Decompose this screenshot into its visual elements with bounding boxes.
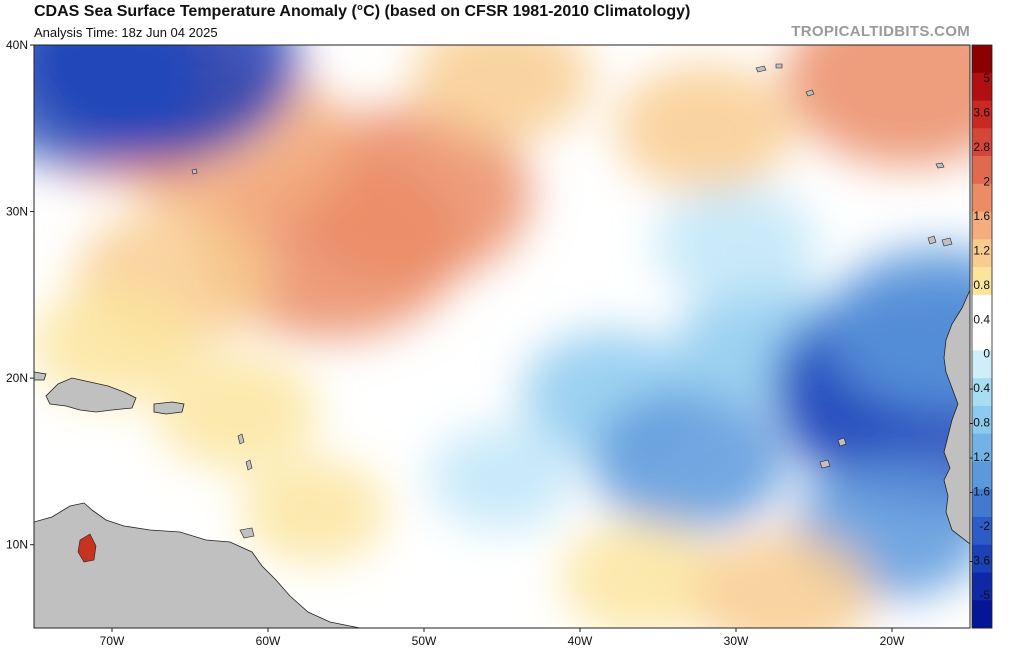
colorbar-segment	[972, 516, 992, 546]
anomaly-blob	[615, 64, 795, 193]
colorbar-label: 3.6	[973, 105, 990, 119]
anomaly-blob	[155, 353, 318, 470]
axis-ticks: 40N 30N 20N 10N 70W 60W 50W 40W 30W 20W	[6, 38, 905, 648]
colorbar-segment	[972, 433, 992, 462]
colorbar-segment	[972, 45, 992, 74]
analysis-time: Analysis Time: 18z Jun 04 2025	[34, 25, 218, 40]
colorbar-label: 0	[983, 347, 990, 361]
lat-tick-label: 10N	[6, 538, 28, 552]
lat-tick-label: 40N	[6, 38, 28, 52]
colorbar-segment	[972, 405, 992, 435]
colorbar-segment	[972, 322, 992, 351]
azores-islands	[755, 65, 767, 73]
anomaly-blob	[429, 426, 575, 531]
land-layer	[34, 63, 970, 628]
colorbar-segment	[972, 239, 992, 268]
trinidad-island	[239, 527, 255, 539]
lat-tick-label: 30N	[6, 205, 28, 219]
canary-islands-2	[941, 237, 953, 247]
colorbar-segment	[972, 572, 992, 601]
lon-tick-label: 60W	[256, 634, 281, 648]
colorbar-label: -5	[979, 588, 990, 602]
colorbar-segment	[972, 128, 992, 157]
africa-land	[943, 289, 970, 545]
plot-frame	[33, 44, 971, 629]
anomaly-blob	[34, 286, 194, 403]
colorbar-segment	[972, 544, 992, 573]
colorbar-segment	[972, 461, 992, 490]
colorbar-label: 0.4	[973, 312, 990, 326]
colorbar-segment	[972, 489, 992, 518]
colorbar-label: -3.6	[969, 554, 990, 568]
colorbar-frame	[971, 44, 993, 629]
lesser-antilles-2	[245, 459, 253, 471]
colorbar-label: 5	[983, 71, 990, 85]
lon-tick-label: 30W	[724, 634, 749, 648]
cuba-land	[34, 371, 47, 381]
anomaly-blob	[412, 45, 592, 143]
azores-islands-3	[805, 89, 815, 97]
south-america-land	[34, 502, 361, 628]
brand-watermark: TROPICALTIDBITS.COM	[791, 23, 970, 40]
colorbar-segment	[972, 100, 992, 129]
azores-islands-2	[775, 63, 783, 69]
map-title: CDAS Sea Surface Temperature Anomaly (°C…	[34, 3, 691, 20]
bermuda-island	[191, 168, 198, 175]
lon-tick-label: 50W	[412, 634, 437, 648]
lat-tick-label: 20N	[6, 371, 28, 385]
lon-tick-label: 70W	[100, 634, 125, 648]
colorbar-label: -1.6	[969, 485, 990, 499]
colorbar-segment	[972, 183, 992, 213]
canary-islands	[927, 235, 937, 245]
colorbar-segment	[972, 156, 992, 185]
anomaly-blob	[561, 520, 724, 628]
anomaly-blob	[824, 246, 970, 411]
colorbar-label: 1.6	[973, 209, 990, 223]
colorbar-segment	[972, 350, 992, 379]
colorbar-label: -1.2	[969, 450, 990, 464]
lon-tick-label: 40W	[568, 634, 593, 648]
colorbar: 5 3.6 2.8 2 1.6 1.2 0.8 0.4 0 -0.4 -0.8 -1.2 -1.6 -2 -…	[969, 44, 993, 629]
anomaly-blob	[591, 391, 788, 532]
cape-verde-islands	[819, 459, 831, 469]
colorbar-label: 1.2	[973, 243, 990, 257]
colorbar-segment	[972, 267, 992, 296]
lake-maracaibo	[77, 533, 97, 563]
madeira-island	[935, 162, 945, 169]
colorbar-label: 0.8	[973, 278, 990, 292]
lesser-antilles	[237, 433, 245, 445]
lon-tick-label: 20W	[880, 634, 905, 648]
colorbar-segment	[972, 378, 992, 407]
colorbar-segment	[972, 600, 992, 629]
colorbar-label: -2	[979, 519, 990, 533]
anomaly-blob	[693, 530, 873, 628]
anomaly-blob	[241, 459, 388, 564]
colorbar-label: 2	[983, 174, 990, 188]
puerto-rico-land	[153, 401, 185, 415]
colorbar-segment	[972, 211, 992, 240]
cape-verde-islands-2	[837, 437, 847, 447]
colorbar-label: -0.8	[969, 416, 990, 430]
colorbar-label: -0.4	[969, 381, 990, 395]
anomaly-blob	[654, 186, 818, 303]
anomaly-blob	[784, 45, 970, 167]
colorbar-segment	[972, 72, 992, 102]
hispaniola-land	[45, 377, 137, 413]
colorbar-label: 2.8	[973, 140, 990, 154]
anomaly-blob	[34, 45, 299, 162]
colorbar-segment	[972, 294, 992, 324]
